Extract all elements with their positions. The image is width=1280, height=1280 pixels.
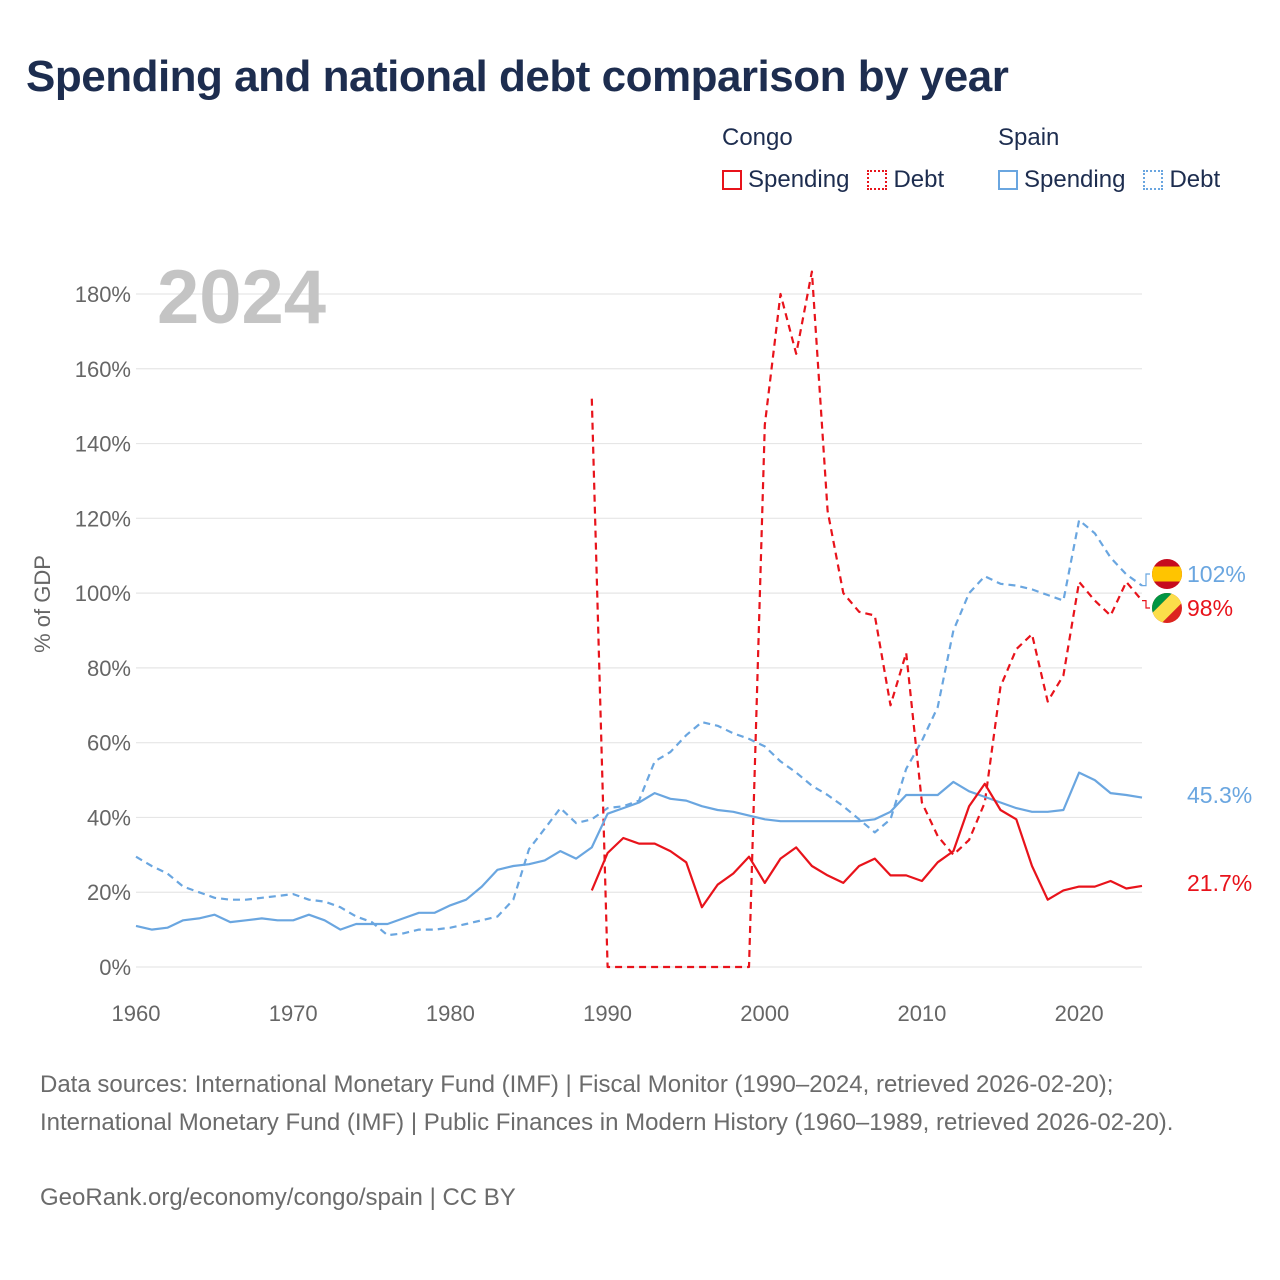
end-label-congo_debt: 98% — [1187, 595, 1233, 621]
legend-congo: Congo Spending Debt — [722, 124, 962, 194]
y-axis-ticks: 0% 20% 40% 60% 80% 100% 120% 140% 160% 180% — [75, 282, 131, 980]
end-label-spain_spending: 45.3% — [1187, 782, 1252, 808]
congo-flag-icon — [1152, 868, 1182, 898]
end-label-congo_spending: 21.7% — [1187, 870, 1252, 896]
legend-swatch-dotted-icon — [867, 170, 888, 190]
y-tick-label: 100% — [75, 581, 131, 606]
legend-swatch-solid-icon — [998, 170, 1018, 190]
end-labels: 102% 98% 45.3% 21.7% — [1142, 559, 1252, 898]
legend-spain-spending[interactable]: Spending — [998, 166, 1125, 194]
legend-spain-debt-label: Debt — [1169, 166, 1221, 193]
end-label-leader — [1142, 599, 1150, 609]
x-tick-label: 1960 — [112, 1001, 161, 1026]
legend-spain-debt[interactable]: Debt — [1143, 166, 1220, 194]
series-line-congo_debt — [590, 270, 1143, 969]
y-tick-label: 80% — [87, 656, 131, 681]
x-tick-label: 1970 — [269, 1001, 318, 1026]
legend-swatch-dotted-icon — [1143, 170, 1164, 190]
spain-flag-icon — [1152, 559, 1182, 589]
legend-congo-debt-label: Debt — [893, 166, 945, 193]
y-tick-label: 40% — [87, 805, 131, 830]
legend-swatch-solid-icon — [722, 170, 742, 190]
y-tick-label: 160% — [75, 357, 131, 382]
end-label-spain_debt: 102% — [1187, 561, 1246, 587]
end-label-leader — [1142, 573, 1150, 587]
y-axis-label: % of GDP — [30, 555, 55, 653]
x-tick-label: 2010 — [897, 1001, 946, 1026]
legend-spain-spending-label: Spending — [1024, 166, 1126, 193]
legend-spain-label: Spain — [998, 124, 1060, 151]
year-watermark: 2024 — [157, 255, 326, 340]
y-tick-label: 140% — [75, 432, 131, 457]
congo-flag-icon — [1152, 593, 1182, 623]
spain-flag-icon — [1152, 780, 1182, 810]
line-chart: 0%20%40%60%80%100%120%140%160%180% 1960 1… — [30, 255, 1252, 1026]
y-tick-label: 60% — [87, 731, 131, 756]
x-tick-label: 1990 — [583, 1001, 632, 1026]
legend-spain: Spain Spending Debt — [998, 124, 1238, 194]
series-line-congo_spending — [590, 782, 1143, 909]
legend-congo-label: Congo — [722, 124, 793, 151]
y-tick-label: 20% — [87, 880, 131, 905]
series-lines — [135, 270, 1143, 969]
x-axis-ticks: 1960 1970 1980 1990 2000 2010 2020 — [112, 1001, 1104, 1026]
legend-congo-spending-label: Spending — [748, 166, 850, 193]
footer-link[interactable]: GeoRank.org/economy/congo/spain | CC BY — [40, 1184, 516, 1211]
legend-congo-spending[interactable]: Spending — [722, 166, 849, 194]
series-line-spain_spending — [135, 771, 1143, 931]
legend-congo-debt[interactable]: Debt — [867, 166, 944, 194]
x-tick-label: 2000 — [740, 1001, 789, 1026]
x-tick-label: 1980 — [426, 1001, 475, 1026]
y-tick-label: 120% — [75, 506, 131, 531]
chart-title: Spending and national debt comparison by… — [26, 52, 1009, 101]
data-sources: Data sources: International Monetary Fun… — [40, 1071, 1174, 1136]
x-tick-label: 2020 — [1055, 1001, 1104, 1026]
y-tick-label: 180% — [75, 282, 131, 307]
series-line-spain_debt — [135, 519, 1143, 937]
y-tick-label: 0% — [99, 955, 131, 980]
gridlines — [136, 293, 1142, 968]
